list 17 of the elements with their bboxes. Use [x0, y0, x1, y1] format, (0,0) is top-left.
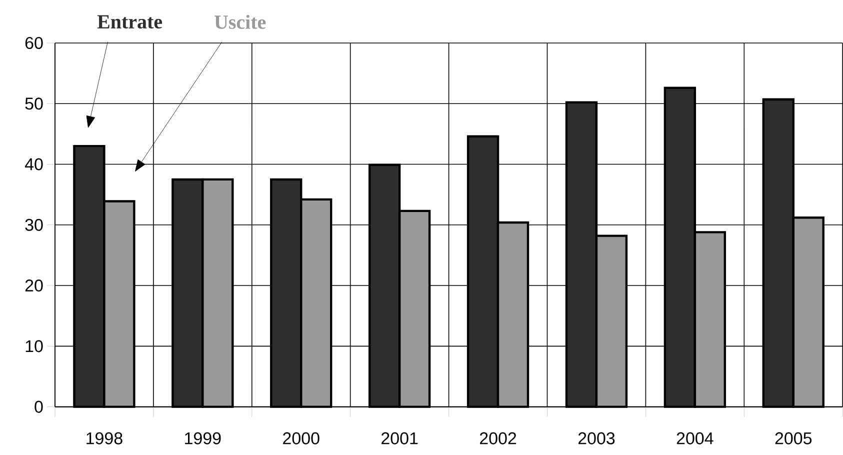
x-tick-label: 2001	[382, 432, 418, 444]
y-tick-label: 20	[25, 280, 43, 292]
x-tick-label: 2000	[283, 432, 320, 444]
x-tick-label: 2004	[676, 432, 714, 444]
x-tick-label: 2002	[480, 432, 516, 444]
x-tick-label: 1999	[185, 432, 221, 444]
text: Uscite	[214, 14, 266, 30]
y-tick-label: 0	[34, 400, 43, 413]
y-tick-label: 40	[24, 158, 43, 170]
x-tick-label: 2003	[578, 432, 615, 444]
y-tick-label: 50	[25, 98, 43, 110]
x-tick-label: 2005	[775, 432, 812, 444]
text: Entrate	[97, 15, 162, 29]
y-tick-label: 30	[25, 218, 43, 232]
x-tick-label: 1998	[86, 432, 122, 444]
y-tick-label: 10	[26, 340, 43, 352]
y-tick-label: 60	[25, 37, 43, 50]
